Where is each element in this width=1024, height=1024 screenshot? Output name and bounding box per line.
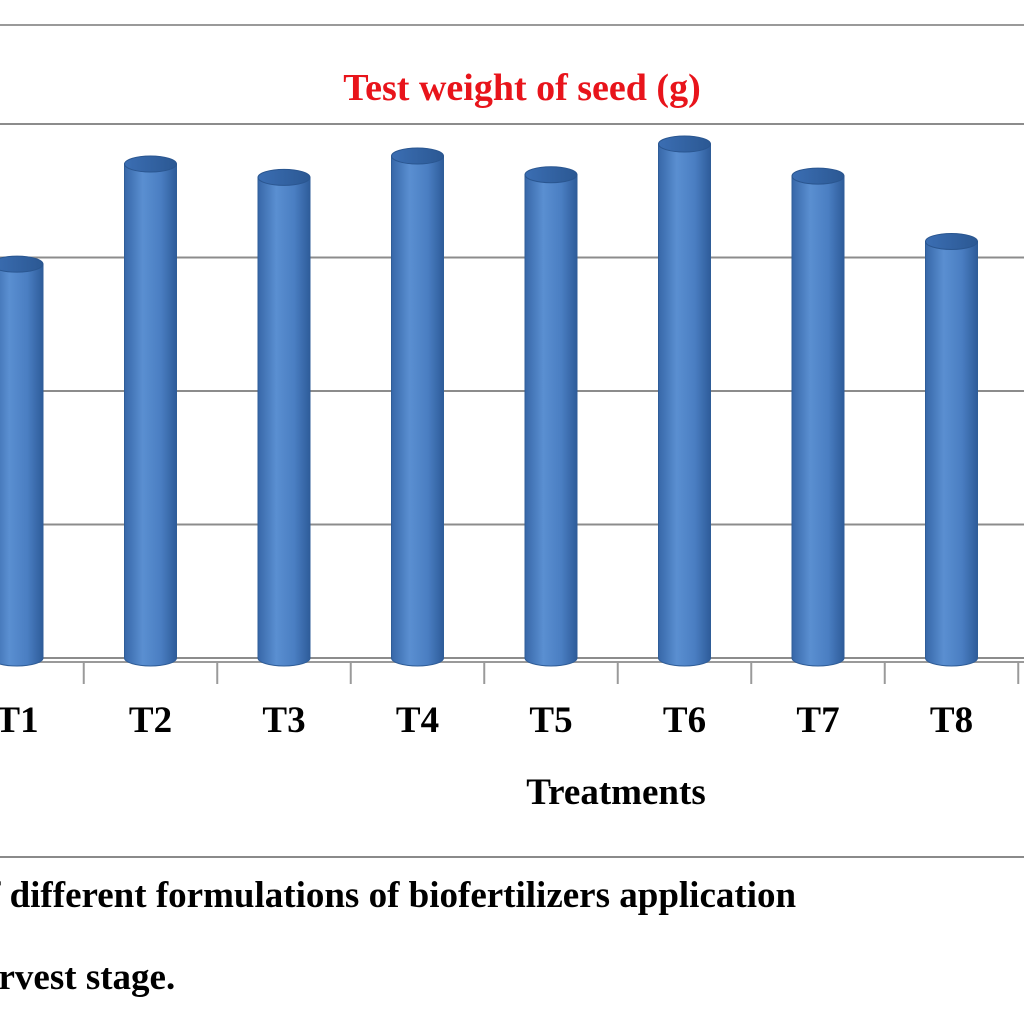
top-rule <box>0 24 1024 26</box>
figure-caption-line-1: f different formulations of biofertilize… <box>0 875 797 916</box>
bar-cap <box>0 255 44 273</box>
tick-labels: T1 T2 T3 T4 T5 T6 T7 T8 <box>0 700 973 741</box>
bar-cap <box>791 167 845 185</box>
bar-T3 <box>257 168 311 667</box>
bar-cap <box>124 155 177 173</box>
bar-T8 <box>925 232 978 667</box>
x-tick-label: T7 <box>796 700 839 741</box>
bar-cap <box>658 135 711 153</box>
bar-body <box>0 263 44 667</box>
chart: T1 T2 T3 T4 T5 T6 T7 T8 Test weight of seed (g)… <box>0 26 1024 856</box>
bar-cap <box>524 166 578 184</box>
bars <box>0 135 978 667</box>
figure-caption-line-2: arvest stage. <box>0 957 176 998</box>
bar-body <box>791 175 845 667</box>
x-tick-label: T4 <box>396 700 439 741</box>
bar-cap <box>391 147 444 165</box>
x-tick-label: T8 <box>930 700 973 741</box>
bar-T4 <box>391 147 444 667</box>
caption-rule <box>0 856 1024 858</box>
bar-body <box>658 143 711 667</box>
bar-body <box>524 174 578 667</box>
bar-body <box>925 240 978 667</box>
bar-T6 <box>658 135 711 667</box>
chart-svg: T1 T2 T3 T4 T5 T6 T7 T8 Test weight of seed (g)… <box>0 67 1024 813</box>
bar-body <box>124 163 177 667</box>
x-tick-label: T5 <box>529 700 572 741</box>
bar-T7 <box>791 167 845 667</box>
x-axis-title: Treatments <box>526 772 705 813</box>
bar-cap <box>925 232 978 250</box>
bar-cap <box>257 168 311 186</box>
bar-T5 <box>524 166 578 667</box>
bar-T1 <box>0 255 44 667</box>
x-tick-label: T6 <box>663 700 706 741</box>
bar-T2 <box>124 155 177 667</box>
x-tick-label: T2 <box>129 700 172 741</box>
chart-title: Test weight of seed (g) <box>343 67 700 109</box>
bar-body <box>391 155 444 667</box>
x-tick-label: T3 <box>262 700 305 741</box>
x-tick-label: T1 <box>0 700 39 741</box>
bar-body <box>257 176 311 667</box>
